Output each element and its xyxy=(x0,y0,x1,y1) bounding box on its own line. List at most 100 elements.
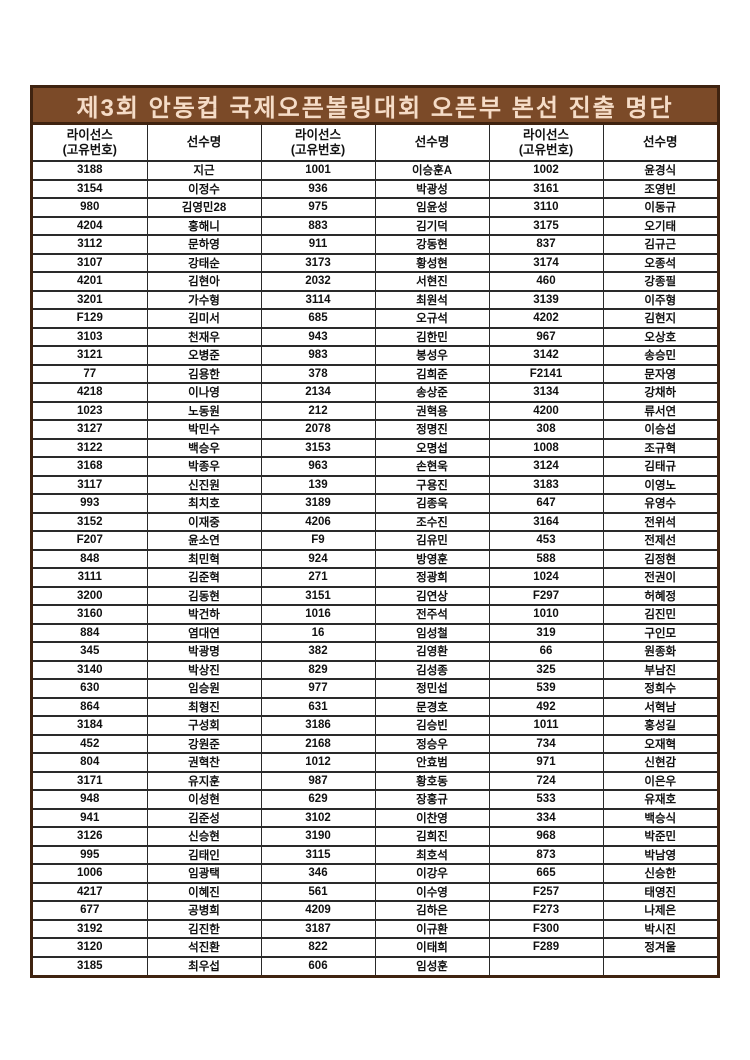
license-cell: 3115 xyxy=(260,844,375,864)
license-cell: 3171 xyxy=(33,770,147,790)
license-cell: 588 xyxy=(488,548,603,568)
player-name-cell: 서혁남 xyxy=(602,696,717,716)
player-name-cell: 황성현 xyxy=(374,252,489,272)
license-cell: 212 xyxy=(260,400,375,420)
license-cell: 734 xyxy=(488,733,603,753)
player-name-cell: 이재중 xyxy=(146,511,261,531)
table-row: 848 최민혁 924 방영훈 588 김정현 xyxy=(33,548,717,568)
table-row: 3185 최우섭 606 임성훈 xyxy=(33,955,717,975)
player-name-cell: 김성종 xyxy=(374,659,489,679)
player-name-cell: 김진한 xyxy=(146,918,261,938)
player-name-cell xyxy=(602,955,717,975)
license-cell: 1023 xyxy=(33,400,147,420)
table-row: 3201 가수형 3114 최원석 3139 이주형 xyxy=(33,289,717,309)
license-cell: F273 xyxy=(488,900,603,920)
table-body: 3188 지근 1001 이승훈A 1002 윤경식 3154 이정수 936 박광성 3161 조영… xyxy=(33,160,717,975)
player-name-cell: 허혜정 xyxy=(602,585,717,605)
player-name-cell: 이찬영 xyxy=(374,807,489,827)
table-row: 3171 유지훈 987 황호동 724 이은우 xyxy=(33,770,717,790)
license-cell: 452 xyxy=(33,733,147,753)
player-name-cell: 강원준 xyxy=(146,733,261,753)
license-cell: 971 xyxy=(488,752,603,772)
license-cell: 3173 xyxy=(260,252,375,272)
player-name-cell: 이태희 xyxy=(374,937,489,957)
title-bar: 제3회 안동컵 국제오픈볼링대회 오픈부 본선 진출 명단 xyxy=(33,88,717,125)
table-row: 3184 구성회 3186 김승빈 1011 홍성길 xyxy=(33,715,717,735)
license-cell: 3153 xyxy=(260,437,375,457)
player-name-cell: 조수진 xyxy=(374,511,489,531)
license-cell: 4202 xyxy=(488,308,603,328)
license-cell: 1002 xyxy=(488,160,603,180)
header-cell-license-1: 라이선스 (고유번호) xyxy=(33,125,147,161)
player-name-cell: 구용진 xyxy=(374,474,489,494)
license-cell: F300 xyxy=(488,918,603,938)
player-name-cell: 김희진 xyxy=(374,826,489,846)
player-name-cell: 임성훈 xyxy=(374,955,489,975)
license-cell: 1011 xyxy=(488,715,603,735)
license-cell: 3200 xyxy=(33,585,147,605)
player-name-cell: 김동현 xyxy=(146,585,261,605)
license-cell: 561 xyxy=(260,881,375,901)
license-cell: 941 xyxy=(33,807,147,827)
player-name-cell: 공병희 xyxy=(146,900,261,920)
license-cell: 3154 xyxy=(33,178,147,198)
player-name-cell: 신승현 xyxy=(146,826,261,846)
table-row: 4218 이나영 2134 송상준 3134 강채하 xyxy=(33,382,717,402)
player-name-cell: 정광희 xyxy=(374,567,489,587)
license-cell: 4206 xyxy=(260,511,375,531)
player-name-cell: 김태규 xyxy=(602,456,717,476)
player-name-cell: 최우섭 xyxy=(146,955,261,975)
license-cell: 873 xyxy=(488,844,603,864)
license-cell: 3164 xyxy=(488,511,603,531)
table-row: 677 공병희 4209 김하은 F273 나제은 xyxy=(33,900,717,920)
player-name-cell: 오병준 xyxy=(146,345,261,365)
license-cell: 943 xyxy=(260,326,375,346)
license-cell: 3134 xyxy=(488,382,603,402)
license-cell: 492 xyxy=(488,696,603,716)
table-row: 3121 오병준 983 봉성우 3142 송승민 xyxy=(33,345,717,365)
license-cell: F9 xyxy=(260,530,375,550)
player-name-cell: 원종화 xyxy=(602,641,717,661)
license-cell: 2032 xyxy=(260,271,375,291)
player-name-cell: 부남진 xyxy=(602,659,717,679)
license-cell: 3126 xyxy=(33,826,147,846)
license-cell: 2168 xyxy=(260,733,375,753)
player-name-cell: 홍해니 xyxy=(146,215,261,235)
table-row: 995 김태인 3115 최호석 873 박남영 xyxy=(33,844,717,864)
player-name-cell: 이영노 xyxy=(602,474,717,494)
license-cell: F207 xyxy=(33,530,147,550)
player-name-cell: 백승식 xyxy=(602,807,717,827)
player-name-cell: 태영진 xyxy=(602,881,717,901)
license-cell: 3140 xyxy=(33,659,147,679)
player-name-cell: 권혁용 xyxy=(374,400,489,420)
player-name-cell: 봉성우 xyxy=(374,345,489,365)
player-name-cell: 김한민 xyxy=(374,326,489,346)
player-name-cell: 김정현 xyxy=(602,548,717,568)
license-cell: 804 xyxy=(33,752,147,772)
table-row: 980 김영민28 975 임윤성 3110 이동규 xyxy=(33,197,717,217)
license-cell: 3184 xyxy=(33,715,147,735)
license-cell: 4204 xyxy=(33,215,147,235)
table-row: 1023 노동원 212 권혁용 4200 류서연 xyxy=(33,400,717,420)
player-name-cell: 김준혁 xyxy=(146,567,261,587)
player-name-cell: 염대연 xyxy=(146,622,261,642)
player-name-cell: 유영수 xyxy=(602,493,717,513)
player-name-cell: 김영환 xyxy=(374,641,489,661)
player-name-cell: 문하영 xyxy=(146,234,261,254)
license-cell: 325 xyxy=(488,659,603,679)
license-cell: 3103 xyxy=(33,326,147,346)
license-cell: 936 xyxy=(260,178,375,198)
license-cell: 924 xyxy=(260,548,375,568)
player-name-cell: 신진원 xyxy=(146,474,261,494)
player-name-cell: 김하은 xyxy=(374,900,489,920)
header-cell-player-2: 선수명 xyxy=(374,125,489,161)
player-name-cell: 나제은 xyxy=(602,900,717,920)
header-cell-player-3: 선수명 xyxy=(602,125,717,161)
player-name-cell: 이은우 xyxy=(602,770,717,790)
table-row: 4217 이혜진 561 이수영 F257 태영진 xyxy=(33,881,717,901)
player-name-cell: 윤경식 xyxy=(602,160,717,180)
player-name-cell: 송승민 xyxy=(602,345,717,365)
license-cell: 4201 xyxy=(33,271,147,291)
player-name-cell: 오종석 xyxy=(602,252,717,272)
